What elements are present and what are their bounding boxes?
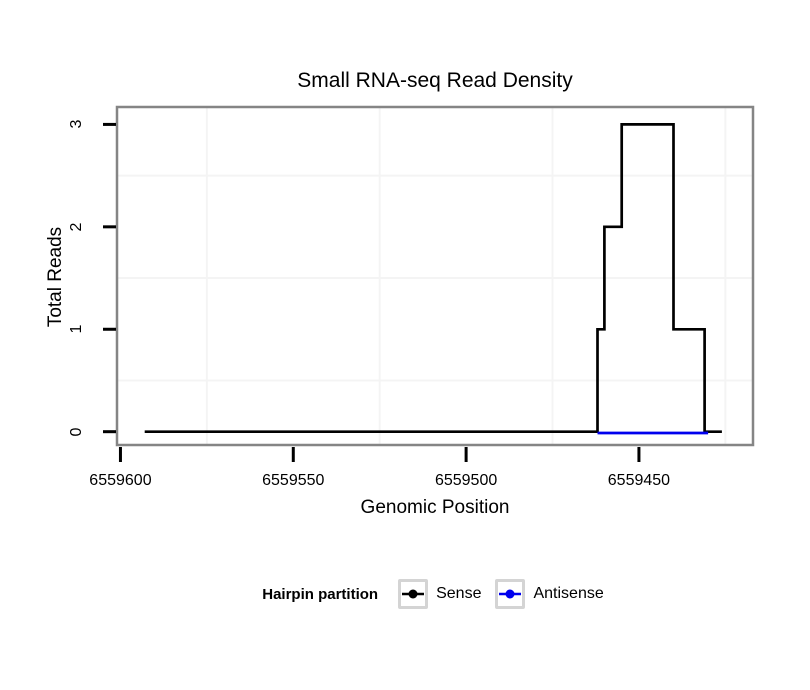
y-axis-label-text: Total Reads (45, 226, 66, 328)
chart-title: Small RNA-seq Read Density (297, 69, 573, 92)
legend-key-sense (398, 579, 429, 609)
legend-title: Hairpin partition (262, 585, 379, 603)
x-axis-label: Genomic Position (360, 497, 510, 518)
panel-border (115, 105, 755, 447)
plot-panel (117, 107, 753, 445)
legend-item-sense: Sense (398, 579, 481, 609)
x-tick-label: 6559450 (607, 472, 671, 489)
legend-key-glyph-icon (499, 589, 522, 599)
legend-label: Sense (436, 585, 482, 602)
legend: Hairpin partition Sense Antisense (0, 579, 810, 609)
legend-key-glyph-icon (402, 589, 425, 599)
y-tick-label-text: 3 (68, 119, 85, 129)
legend-items: Sense Antisense (398, 579, 604, 609)
legend-item-antisense: Antisense (495, 579, 604, 609)
legend-key-antisense (495, 579, 526, 609)
legend-label: Antisense (533, 585, 604, 602)
y-tick-label-text: 2 (68, 222, 85, 232)
y-tick-label-text: 0 (68, 427, 85, 437)
x-tick-label: 6559550 (262, 472, 325, 489)
x-tick-label: 6559500 (434, 472, 498, 489)
series-line-sense (144, 123, 722, 434)
x-tick-label: 6559600 (89, 472, 152, 489)
y-tick-label-text: 1 (68, 324, 85, 334)
